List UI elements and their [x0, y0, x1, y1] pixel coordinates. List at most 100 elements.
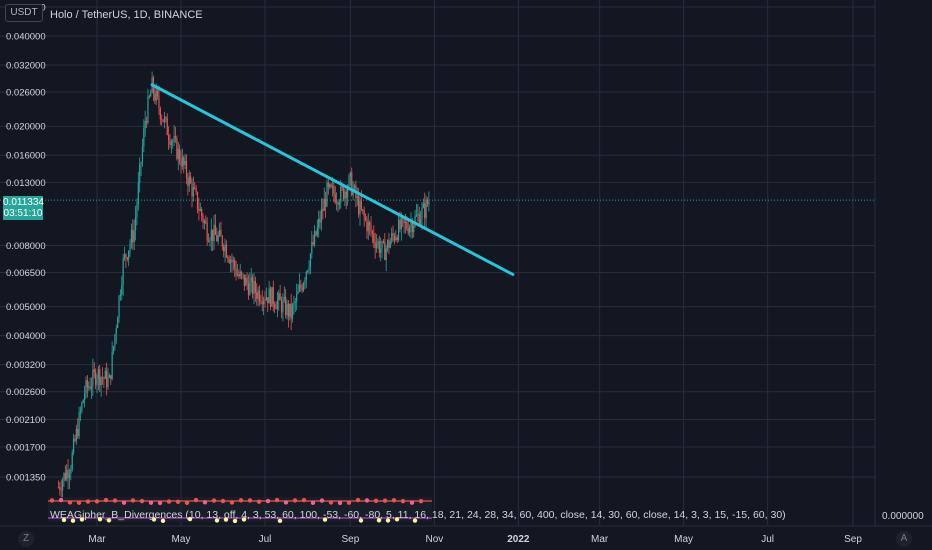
- oscillator-dot: [148, 500, 154, 505]
- candle-body: [263, 299, 265, 305]
- candle-body: [261, 301, 263, 305]
- candle-body: [141, 146, 144, 163]
- x-tick-label: Jul: [761, 534, 774, 545]
- candle-body: [180, 161, 182, 167]
- candle-body: [331, 186, 334, 188]
- candle-body: [382, 241, 385, 243]
- candle-body: [159, 108, 161, 120]
- candle-body: [227, 257, 229, 260]
- candle-body: [410, 222, 412, 227]
- oscillator-dot: [67, 500, 73, 505]
- candle-body: [220, 229, 222, 237]
- candle-body: [407, 228, 409, 233]
- candle-body: [377, 241, 379, 244]
- grid-lines: [0, 0, 875, 526]
- candle-body: [384, 242, 386, 261]
- candle-body: [342, 187, 345, 200]
- candle-body: [238, 274, 240, 277]
- oscillator-dot: [70, 518, 76, 523]
- candle-body: [161, 119, 163, 121]
- candle-body: [75, 428, 77, 441]
- auto-scale-button[interactable]: A: [896, 531, 912, 547]
- candle-body: [168, 134, 170, 140]
- oscillator-dot: [97, 516, 103, 522]
- candle-body: [294, 301, 296, 303]
- candle-body: [329, 184, 331, 187]
- candle-body: [59, 487, 61, 490]
- oscillator-dot: [319, 498, 325, 503]
- candle-body: [414, 215, 416, 226]
- candle-body: [64, 473, 66, 480]
- oscillator-dot: [187, 516, 193, 522]
- oscillator-dot: [202, 500, 208, 505]
- y-tick-label: 0.003200: [6, 360, 46, 371]
- oscillator-dot: [277, 518, 283, 524]
- x-tick-label: Mar: [88, 534, 106, 545]
- chart-title: Holo / TetherUS, 1D, BINANCE: [50, 9, 203, 21]
- oscillator-dot: [265, 498, 271, 504]
- candle-body: [156, 90, 159, 96]
- candle-body: [85, 380, 87, 394]
- candle-body: [218, 229, 221, 236]
- y-tick-label: 0.020000: [6, 122, 46, 133]
- oscillator-dot: [385, 518, 391, 523]
- candle-body: [301, 287, 303, 291]
- candle-body: [242, 274, 244, 275]
- x-tick-label: 2022: [507, 534, 530, 545]
- candle-body: [187, 177, 189, 186]
- candle-body: [347, 188, 349, 199]
- oscillator-dot: [238, 498, 244, 503]
- time-axis[interactable]: Mar May Jul Sep Nov 2022 Mar May Jul Sep: [88, 534, 862, 545]
- candle-body: [202, 215, 204, 223]
- candle-body: [89, 386, 91, 389]
- candle-body: [100, 377, 102, 386]
- candle-body: [212, 229, 214, 242]
- candle-body: [337, 201, 339, 205]
- oscillator-dot: [112, 498, 118, 503]
- candle-body: [71, 452, 73, 470]
- candle-body: [96, 379, 98, 386]
- x-tick-label: Mar: [591, 534, 609, 545]
- candle-body: [323, 199, 325, 211]
- oscillator-dot: [121, 500, 127, 505]
- candle-body: [81, 402, 83, 412]
- candle-body: [318, 218, 320, 228]
- candle-body: [420, 218, 422, 226]
- candle-body: [60, 489, 62, 491]
- candle-body: [195, 188, 197, 193]
- candle-body: [143, 128, 145, 147]
- candle-body: [388, 240, 390, 248]
- candle-body: [110, 375, 112, 379]
- candle-body: [198, 209, 200, 211]
- candle-body: [358, 196, 360, 215]
- candle-body: [378, 241, 380, 253]
- candle-body: [312, 242, 314, 245]
- oscillator-label[interactable]: WEAGipher_B_Divergences (10, 13, off, 4,…: [50, 509, 786, 521]
- candle-body: [330, 184, 332, 188]
- oscillator-value: 0.000000: [882, 511, 924, 522]
- candle-body: [132, 229, 134, 243]
- price-axis[interactable]: 0.0500000.0400000.0320000.0260000.020000…: [6, 2, 46, 483]
- candle-body: [404, 222, 407, 223]
- y-tick-label: 0.040000: [6, 32, 46, 43]
- candle-body: [386, 240, 389, 249]
- candle-body: [114, 334, 116, 347]
- candle-body: [184, 160, 186, 165]
- candle-body: [297, 290, 299, 294]
- candle-body: [192, 187, 194, 197]
- candle-body: [210, 229, 212, 241]
- candle-body: [108, 375, 110, 378]
- candle-body: [196, 192, 199, 210]
- candle-body: [336, 201, 338, 203]
- currency-button[interactable]: USDT: [5, 4, 43, 22]
- candle-body: [285, 296, 287, 315]
- oscillator-dot: [229, 500, 235, 505]
- zoom-button[interactable]: Z: [18, 531, 34, 547]
- oscillator-dot: [337, 500, 343, 506]
- candle-body: [348, 176, 350, 189]
- candle-body: [213, 224, 215, 242]
- y-tick-label: 0.001700: [6, 443, 46, 454]
- oscillator-dot: [274, 497, 280, 503]
- trendline[interactable]: [150, 83, 515, 276]
